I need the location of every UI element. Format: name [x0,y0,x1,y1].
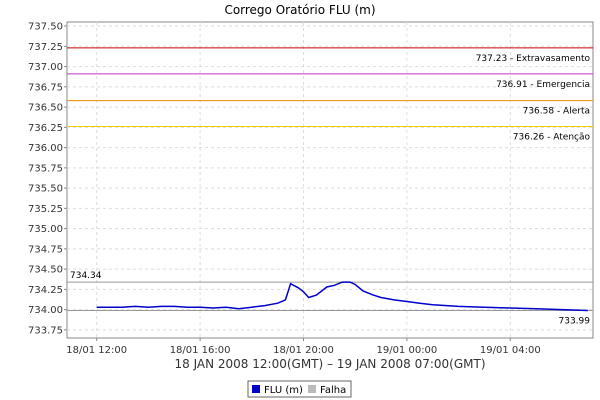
y-tick-label: 736.50 [28,103,63,114]
y-tick-label: 734.00 [28,305,63,316]
x-tick-label: 19/01 04:00 [480,345,541,356]
y-tick-label: 735.75 [28,163,63,174]
series-group [96,281,588,312]
y-tick-label: 735.00 [28,224,63,235]
threshold-label: 736.91 - Emergencia [496,80,590,90]
threshold-label: 737.23 - Extravasamento [476,54,591,64]
y-tick-label: 735.50 [28,184,63,195]
x-axis-ticks: 18/01 12:00 18/01 16:00 18/01 20:00 19/01 0… [66,338,541,356]
legend-swatch-flu [252,385,260,393]
y-tick-label: 737.25 [28,42,63,53]
threshold-label: 736.58 - Alerta [523,107,590,117]
legend-label-falha: Falha [320,385,346,396]
x-tick-label: 18/01 20:00 [273,345,334,356]
chart-title: Corrego Oratório FLU (m) [224,3,375,17]
x-tick-label: 19/01 00:00 [376,345,437,356]
threshold-label: 736.26 - Atenção [513,133,591,143]
legend-box [247,380,352,398]
y-tick-label: 734.25 [28,285,63,296]
grid-y [67,25,593,331]
x-tick-label: 18/01 12:00 [66,345,127,356]
chart-subtitle: 18 JAN 2008 12:00(GMT) – 19 JAN 2008 07:… [174,357,485,371]
threshold-lines: 737.23 - Extravasamento 736.91 - Emergenc… [67,47,593,143]
legend: FLU (m) Falha [247,380,352,398]
x-tick-label: 18/01 16:00 [170,345,231,356]
y-tick-label: 736.75 [28,82,63,93]
y-tick-label: 733.75 [28,325,63,336]
series-line-flu-m [96,281,588,312]
legend-label-flu: FLU (m) [264,385,303,396]
y-tick-label: 736.25 [28,123,63,134]
y-axis-ticks: 737.50 737.25 737.00 736.75 736.50 736.25 736.… [28,22,67,336]
min-label: 733.99 [559,316,591,326]
min-max-markers: 734.34 733.99 [67,271,593,326]
plot-area [66,21,594,339]
max-label: 734.34 [70,271,102,281]
legend-swatch-falha [308,385,316,393]
grid-x [96,22,511,338]
y-tick-label: 736.00 [28,143,63,154]
y-tick-label: 735.25 [28,204,63,215]
y-tick-label: 737.50 [28,22,63,33]
y-tick-label: 734.50 [28,265,63,276]
y-tick-label: 737.00 [28,62,63,73]
y-tick-label: 734.75 [28,244,63,255]
